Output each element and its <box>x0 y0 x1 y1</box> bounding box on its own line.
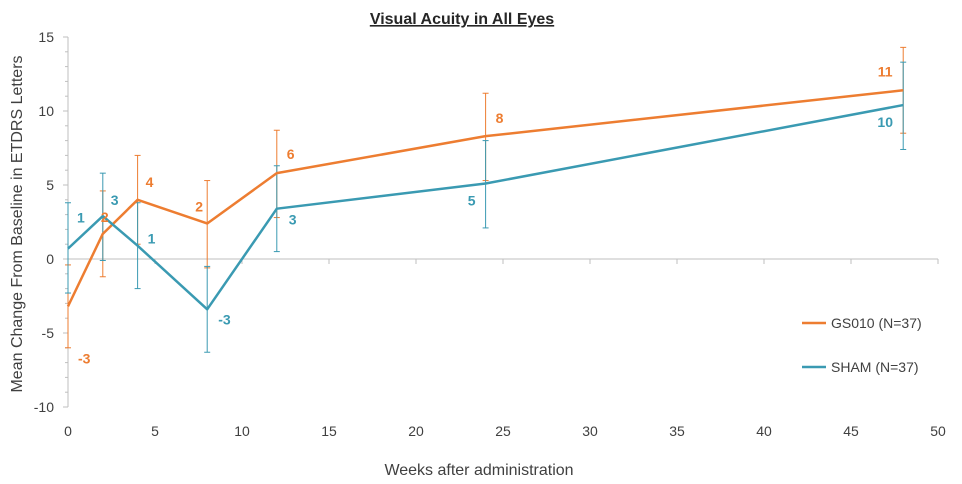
data-label: 1 <box>77 210 85 226</box>
y-tick-label: 5 <box>46 177 54 193</box>
data-label: 10 <box>877 114 893 130</box>
x-tick-label: 5 <box>151 423 159 439</box>
x-tick-label: 40 <box>756 423 772 439</box>
data-label: 1 <box>148 231 156 247</box>
data-label: 3 <box>289 212 297 228</box>
y-tick-label: -10 <box>34 399 54 415</box>
legend: GS010 (N=37) SHAM (N=37) <box>802 315 922 375</box>
x-tick-label: 30 <box>582 423 598 439</box>
y-tick-label: 10 <box>38 103 54 119</box>
y-tick-label: 0 <box>46 251 54 267</box>
y-tick-label: 15 <box>38 29 54 45</box>
series-line-gs010 <box>66 89 904 307</box>
data-label: 11 <box>878 63 893 79</box>
x-tick-label: 15 <box>321 423 337 439</box>
error-bars <box>65 46 907 353</box>
chart-title: Visual Acuity in All Eyes <box>370 11 554 28</box>
data-label: 3 <box>111 192 119 208</box>
data-label: 2 <box>101 209 109 225</box>
x-tick-label: 45 <box>843 423 859 439</box>
x-tick-label: 25 <box>495 423 511 439</box>
y-axis-title: Mean Change From Baseline in ETDRS Lette… <box>9 55 26 392</box>
x-tick-label: 50 <box>930 423 946 439</box>
legend-label: GS010 (N=37) <box>831 315 922 331</box>
data-label: 2 <box>195 198 203 214</box>
x-axis-title: Weeks after administration <box>384 462 573 479</box>
data-label: 6 <box>287 146 295 162</box>
data-label: -3 <box>218 311 231 327</box>
y-tick-label: -5 <box>42 325 55 341</box>
data-label: 4 <box>146 174 154 190</box>
x-tick-label: 10 <box>234 423 250 439</box>
data-label: 8 <box>496 110 504 126</box>
x-tick-label: 20 <box>408 423 424 439</box>
x-tick-label: 35 <box>669 423 685 439</box>
series-line-sham <box>67 103 904 311</box>
data-label: 5 <box>468 193 476 209</box>
x-tick-label: 0 <box>64 423 72 439</box>
data-label: -3 <box>78 350 91 366</box>
series-lines <box>66 89 904 311</box>
legend-label: SHAM (N=37) <box>831 359 919 375</box>
